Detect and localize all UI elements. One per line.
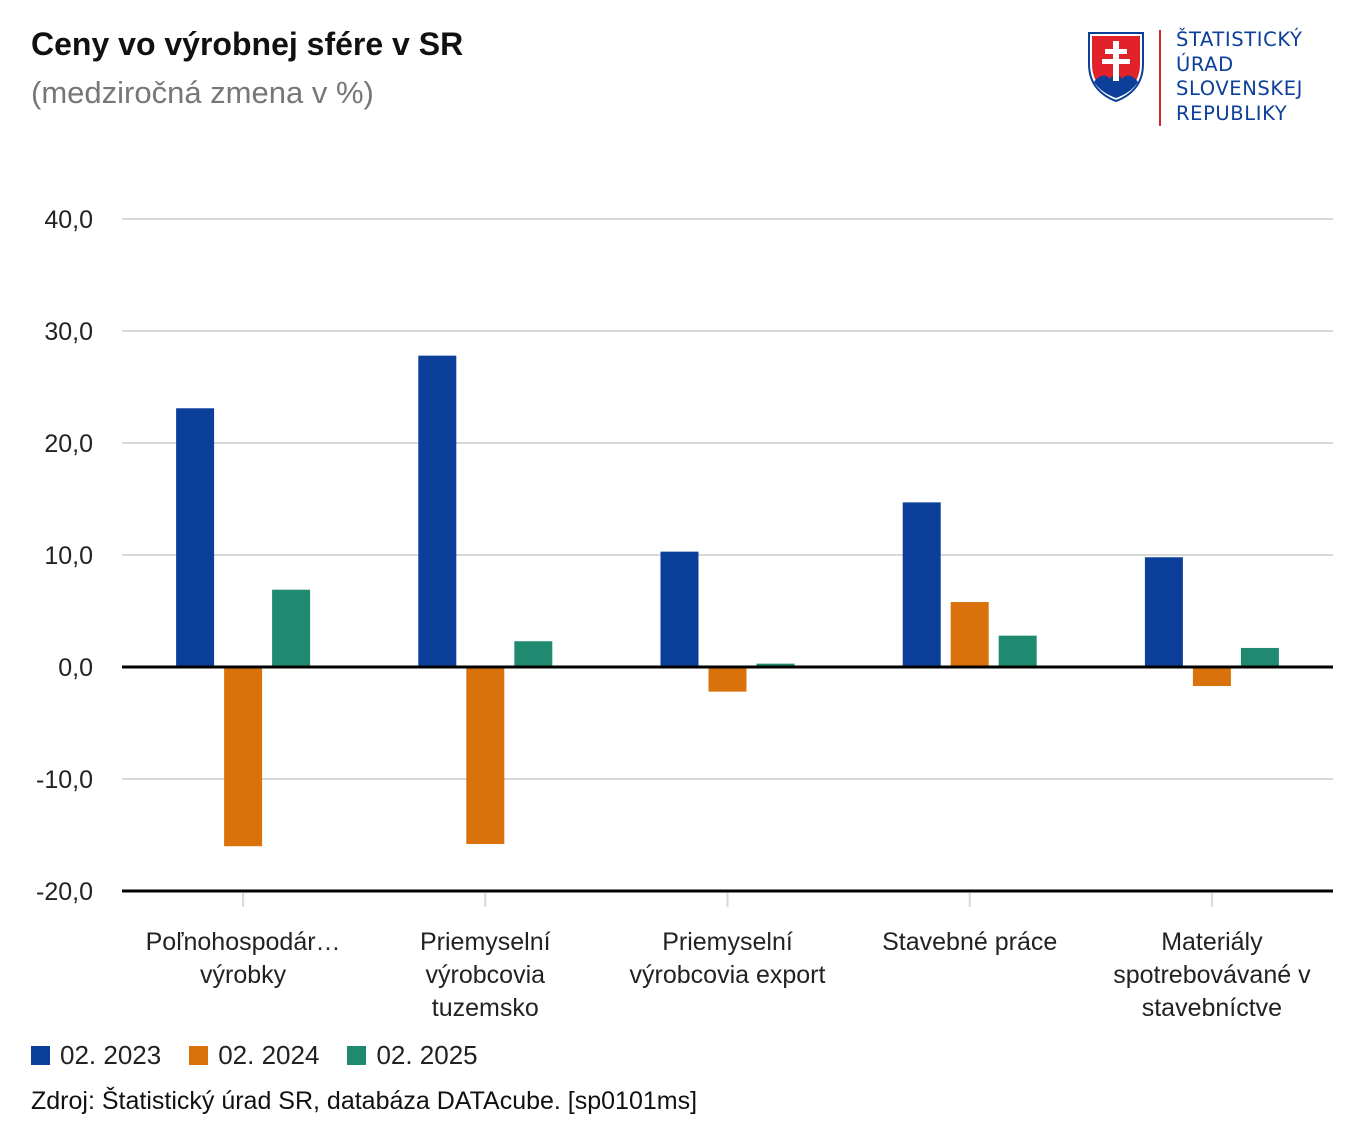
x-category-label: spotrebovávané v — [1113, 961, 1311, 989]
bar — [176, 408, 215, 667]
x-category-label: Poľnohospodár… — [146, 928, 341, 956]
bar — [1240, 647, 1279, 667]
x-category-label: tuzemsko — [432, 994, 539, 1022]
logo-line: SLOVENSKEJ — [1176, 77, 1304, 100]
legend-swatch — [189, 1046, 209, 1065]
legend-item-2024[interactable]: 02. 2024 — [189, 1040, 319, 1071]
legend-label: 02. 2024 — [218, 1040, 320, 1070]
bar — [660, 551, 699, 667]
legend-label: 02. 2023 — [60, 1040, 162, 1070]
y-tick-label: -10,0 — [36, 766, 93, 794]
x-category-label: Priemyselní — [420, 928, 551, 956]
bar — [418, 355, 457, 667]
chart-subtitle: (medziročná zmena v %) — [31, 75, 374, 110]
x-category-label: Materiály — [1161, 928, 1263, 956]
bar — [1192, 667, 1231, 687]
x-category-label: Priemyselní — [662, 928, 793, 956]
bar — [998, 635, 1037, 667]
statistical-office-logo: ŠTATISTICKÝ ÚRAD SLOVENSKEJ REPUBLIKY — [1086, 28, 1336, 128]
bar — [224, 667, 263, 847]
logo-line: REPUBLIKY — [1176, 101, 1288, 125]
bar — [708, 667, 747, 692]
x-category-label: stavebníctve — [1142, 994, 1282, 1022]
bar — [756, 663, 795, 667]
bar — [466, 667, 505, 844]
logo-divider — [1159, 30, 1161, 126]
y-tick-label: 0,0 — [58, 654, 93, 682]
source-note: Zdroj: Štatistický úrad SR, databáza DAT… — [31, 1087, 698, 1115]
y-tick-label: -20,0 — [36, 878, 93, 906]
x-category-label: Stavebné práce — [882, 928, 1057, 956]
bar — [902, 502, 941, 667]
bar — [1144, 557, 1183, 667]
legend-label: 02. 2025 — [376, 1040, 478, 1070]
logo-line: ŠTATISTICKÝ — [1176, 28, 1303, 51]
bar — [514, 641, 553, 667]
legend-item-2025[interactable]: 02. 2025 — [347, 1040, 478, 1071]
y-tick-label: 10,0 — [44, 542, 93, 570]
x-category-label: výrobcovia — [426, 961, 546, 989]
logo-text: ŠTATISTICKÝ ÚRAD SLOVENSKEJ REPUBLIKY — [1176, 28, 1303, 126]
slovak-coat-of-arms-icon — [1088, 32, 1144, 103]
legend-swatch — [347, 1046, 367, 1065]
bar — [272, 589, 311, 667]
bar — [950, 602, 989, 667]
x-category-label: výrobcovia export — [630, 961, 826, 989]
y-tick-label: 20,0 — [44, 430, 93, 458]
logo-line: ÚRAD — [1176, 52, 1234, 76]
legend: 02. 2023 02. 2024 02. 2025 — [31, 1040, 478, 1071]
legend-swatch — [31, 1046, 50, 1065]
y-tick-label: 40,0 — [44, 206, 93, 234]
chart-title: Ceny vo výrobnej sfére v SR — [31, 26, 464, 62]
x-category-label: výrobky — [200, 961, 287, 989]
legend-item-2023[interactable]: 02. 2023 — [31, 1040, 161, 1071]
y-tick-label: 30,0 — [44, 318, 93, 346]
bar-chart: 40,0 30,0 20,0 10,0 0,0 -10,0 -20,0 Poľnohospod… — [36, 206, 1333, 1022]
